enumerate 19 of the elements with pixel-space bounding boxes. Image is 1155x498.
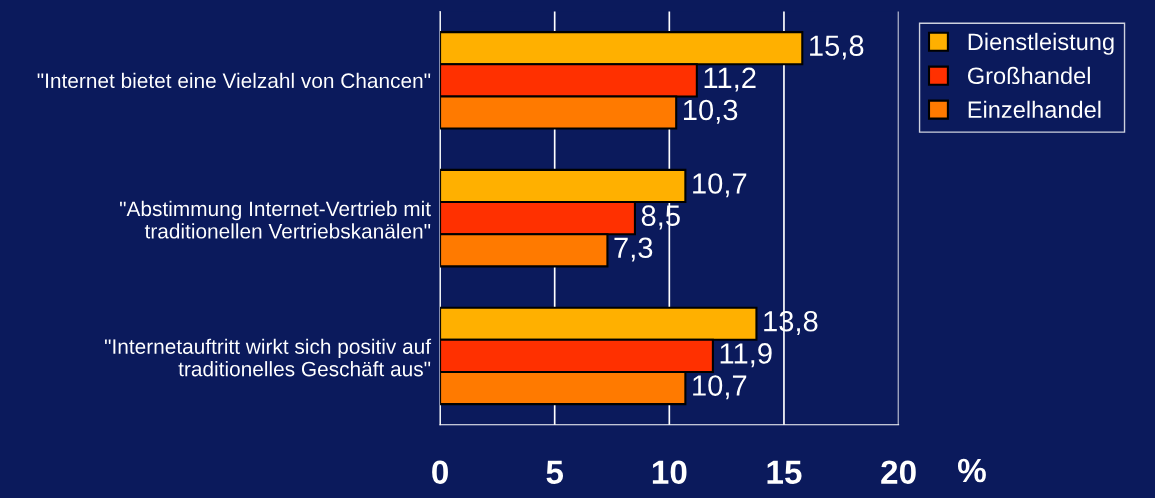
- y-tick-label: "Abstimmung Internet-Vertrieb mit traditionellen Vertriebskanälen": [120, 200, 431, 239]
- legend-label: Dienstleistung: [968, 32, 1114, 55]
- y-tick-label: "Internet bietet eine Vielzahl von Chancen": [37, 72, 431, 89]
- data-label: 11,2: [704, 67, 756, 92]
- data-label: 10,7: [693, 375, 747, 400]
- x-tick-label: 5: [546, 460, 564, 484]
- data-label: 11,9: [720, 343, 772, 368]
- x-axis-title: %: [957, 458, 986, 483]
- x-tick-label: 10: [652, 460, 687, 484]
- x-tick-label: 0: [432, 460, 448, 484]
- x-tick-label: 20: [881, 460, 916, 484]
- legend-label: Großhandel: [967, 66, 1090, 85]
- data-label: 7,3: [614, 237, 653, 262]
- x-tick-label: 15: [767, 460, 802, 484]
- data-label: 10,7: [693, 173, 747, 198]
- data-label: 10,3: [683, 99, 738, 124]
- data-label: 15,8: [810, 35, 864, 60]
- legend-label: Einzelhandel: [968, 100, 1101, 119]
- y-tick-label: "Internetauftritt wirkt sich positiv auf traditionelles Geschäft aus": [104, 338, 432, 377]
